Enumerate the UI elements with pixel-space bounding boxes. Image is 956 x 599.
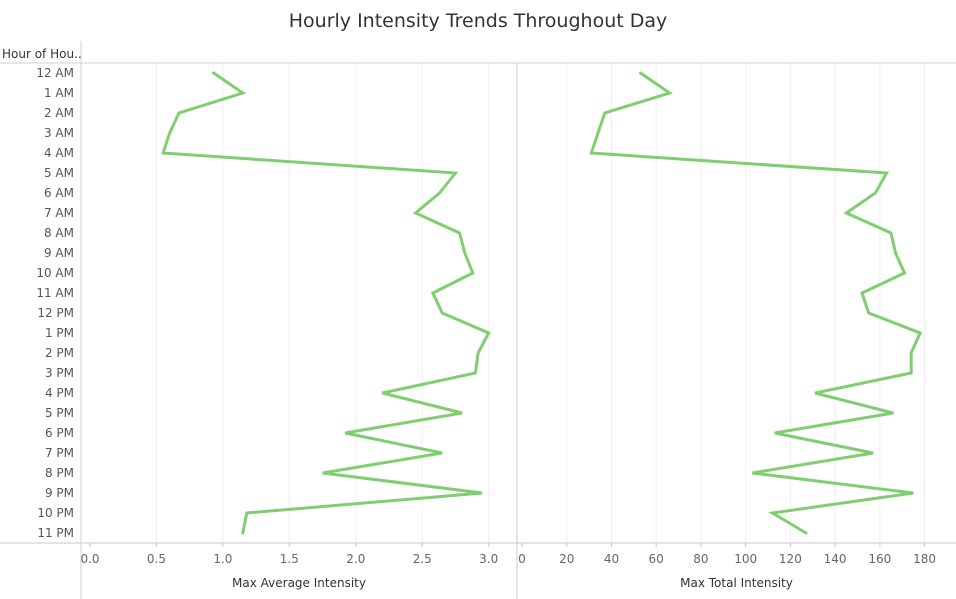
axis-titles: Max Average Intensity Max Total Intensity [232, 576, 793, 590]
x-tick-label: 0.0 [80, 552, 99, 566]
x-tick-label: 0.5 [147, 552, 166, 566]
x-tick-label: 140 [824, 552, 847, 566]
x-tick-label: 1.5 [280, 552, 299, 566]
x-tick-label: 160 [868, 552, 891, 566]
row-label: 11 AM [36, 286, 74, 300]
series-line-avg-intensity [161, 71, 491, 535]
row-label: 5 AM [44, 166, 74, 180]
x-tick-label: 180 [913, 552, 936, 566]
row-labels: 12 AM 1 AM 2 AM 3 AM 4 AM 5 AM 6 AM 7 AM 8 AM 9 A… [36, 66, 74, 540]
row-label: 2 AM [44, 106, 74, 120]
grid-layer [155, 63, 926, 543]
row-label: 9 PM [45, 486, 74, 500]
row-label: 3 AM [44, 126, 74, 140]
row-label: 10 PM [37, 506, 74, 520]
x-tick-label: 0 [518, 552, 526, 566]
row-label: 4 AM [44, 146, 74, 160]
x-tick-labels: 0.0 0.5 1.0 1.5 2.0 2.5 3.0 0 20 40 60 80 100 120 140 1… [80, 543, 936, 566]
row-label: 8 AM [44, 226, 74, 240]
row-label: 5 PM [45, 406, 74, 420]
x-axis-title: Max Total Intensity [680, 576, 793, 590]
x-tick-label: 2.5 [413, 552, 432, 566]
row-label: 6 AM [44, 186, 74, 200]
row-label: 7 AM [44, 206, 74, 220]
row-label: 11 PM [37, 526, 74, 540]
x-tick-label: 120 [779, 552, 802, 566]
x-tick-label: 40 [604, 552, 619, 566]
frame-layer [0, 41, 956, 599]
x-tick-label: 2.0 [346, 552, 365, 566]
x-axis-title: Max Average Intensity [232, 576, 366, 590]
x-tick-label: 1.0 [213, 552, 232, 566]
row-label: 6 PM [45, 426, 74, 440]
row-label: 8 PM [45, 466, 74, 480]
row-label: 12 AM [36, 66, 74, 80]
row-header: Hour of Hou.. [2, 47, 82, 61]
x-tick-label: 20 [559, 552, 574, 566]
x-tick-label: 60 [649, 552, 664, 566]
row-label: 3 PM [45, 366, 74, 380]
row-label: 10 AM [36, 266, 74, 280]
row-label: 9 AM [44, 246, 74, 260]
chart-title: Hourly Intensity Trends Throughout Day [289, 10, 668, 32]
row-label: 12 PM [37, 306, 74, 320]
row-label: 4 PM [45, 386, 74, 400]
row-label: 2 PM [45, 346, 74, 360]
x-tick-label: 100 [734, 552, 757, 566]
row-label: 7 PM [45, 446, 74, 460]
series-lines [161, 71, 923, 535]
x-tick-label: 3.0 [479, 552, 498, 566]
series-line-total-intensity [589, 71, 923, 535]
row-label: 1 PM [45, 326, 74, 340]
x-tick-label: 80 [693, 552, 708, 566]
row-label: 1 AM [44, 86, 74, 100]
